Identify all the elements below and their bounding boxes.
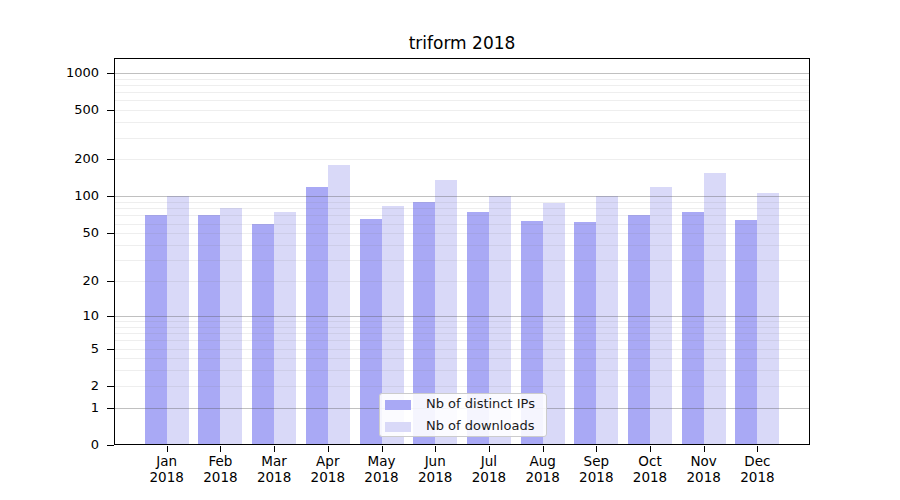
x-tick-mark-nov <box>704 446 705 452</box>
x-tick-mark-feb <box>220 446 221 452</box>
x-tick-label-apr: Apr2018 <box>298 453 358 485</box>
x-tick-year-dec: 2018 <box>727 469 787 485</box>
x-tick-mark-jan <box>167 446 168 452</box>
x-tick-mark-sep <box>596 446 597 452</box>
y-tick-mark-50 <box>107 233 114 234</box>
y-tick-mark-20 <box>107 281 114 282</box>
x-tick-mark-aug <box>543 446 544 452</box>
x-tick-label-jul: Jul2018 <box>459 453 519 485</box>
figure: triform 2018 01251020501002005001000Jan2… <box>0 0 900 500</box>
x-tick-month-aug: Aug <box>513 453 573 469</box>
x-tick-month-jun: Jun <box>405 453 465 469</box>
x-tick-label-jun: Jun2018 <box>405 453 465 485</box>
x-tick-mark-jul <box>489 446 490 452</box>
x-tick-year-apr: 2018 <box>298 469 358 485</box>
x-tick-label-feb: Feb2018 <box>190 453 250 485</box>
x-tick-mark-apr <box>328 446 329 452</box>
y-tick-mark-200 <box>107 159 114 160</box>
x-tick-label-sep: Sep2018 <box>566 453 626 485</box>
x-tick-label-aug: Aug2018 <box>513 453 573 485</box>
legend-row-nb-of-downloads: Nb of downloads <box>380 416 546 438</box>
x-tick-mark-mar <box>274 446 275 452</box>
x-tick-label-may: May2018 <box>352 453 412 485</box>
x-tick-year-nov: 2018 <box>674 469 734 485</box>
plot-area <box>114 58 810 445</box>
x-tick-year-feb: 2018 <box>190 469 250 485</box>
x-tick-month-feb: Feb <box>190 453 250 469</box>
y-tick-label-0: 0 <box>55 438 99 452</box>
y-tick-mark-500 <box>107 110 114 111</box>
x-tick-year-sep: 2018 <box>566 469 626 485</box>
y-tick-label-20: 20 <box>55 274 99 288</box>
legend-row-nb-of-distinct-ips: Nb of distinct IPs <box>380 394 546 416</box>
x-tick-month-dec: Dec <box>727 453 787 469</box>
x-tick-mark-dec <box>757 446 758 452</box>
legend-label-nb-of-distinct-ips: Nb of distinct IPs <box>426 396 535 411</box>
x-tick-year-may: 2018 <box>352 469 412 485</box>
legend: Nb of distinct IPs Nb of downloads <box>379 393 547 437</box>
y-tick-label-1: 1 <box>55 401 99 415</box>
x-tick-month-nov: Nov <box>674 453 734 469</box>
x-tick-month-sep: Sep <box>566 453 626 469</box>
x-tick-label-oct: Oct2018 <box>620 453 680 485</box>
y-tick-label-1000: 1000 <box>55 66 99 80</box>
chart-title: triform 2018 <box>114 33 810 53</box>
x-tick-label-nov: Nov2018 <box>674 453 734 485</box>
x-tick-month-apr: Apr <box>298 453 358 469</box>
y-tick-label-100: 100 <box>55 189 99 203</box>
y-tick-label-2: 2 <box>55 379 99 393</box>
x-tick-label-dec: Dec2018 <box>727 453 787 485</box>
y-tick-mark-5 <box>107 349 114 350</box>
x-tick-year-jan: 2018 <box>137 469 197 485</box>
y-tick-label-200: 200 <box>55 152 99 166</box>
y-tick-mark-1 <box>107 408 114 409</box>
y-tick-mark-100 <box>107 196 114 197</box>
x-tick-month-mar: Mar <box>244 453 304 469</box>
y-tick-mark-2 <box>107 386 114 387</box>
x-tick-month-oct: Oct <box>620 453 680 469</box>
y-tick-mark-10 <box>107 316 114 317</box>
x-tick-mark-may <box>382 446 383 452</box>
y-tick-label-10: 10 <box>55 309 99 323</box>
x-tick-year-oct: 2018 <box>620 469 680 485</box>
legend-swatch-nb-of-distinct-ips <box>385 400 411 410</box>
x-tick-label-mar: Mar2018 <box>244 453 304 485</box>
x-tick-year-jul: 2018 <box>459 469 519 485</box>
legend-swatch-nb-of-downloads <box>385 422 411 432</box>
y-tick-label-50: 50 <box>55 226 99 240</box>
x-tick-month-jan: Jan <box>137 453 197 469</box>
x-tick-month-may: May <box>352 453 412 469</box>
x-tick-month-jul: Jul <box>459 453 519 469</box>
x-tick-mark-jun <box>435 446 436 452</box>
y-tick-mark-0 <box>107 445 114 446</box>
y-tick-label-500: 500 <box>55 103 99 117</box>
y-tick-mark-1000 <box>107 73 114 74</box>
x-tick-mark-oct <box>650 446 651 452</box>
x-tick-label-jan: Jan2018 <box>137 453 197 485</box>
x-tick-year-mar: 2018 <box>244 469 304 485</box>
legend-label-nb-of-downloads: Nb of downloads <box>426 418 534 433</box>
y-tick-label-5: 5 <box>55 342 99 356</box>
x-tick-year-jun: 2018 <box>405 469 465 485</box>
x-tick-year-aug: 2018 <box>513 469 573 485</box>
